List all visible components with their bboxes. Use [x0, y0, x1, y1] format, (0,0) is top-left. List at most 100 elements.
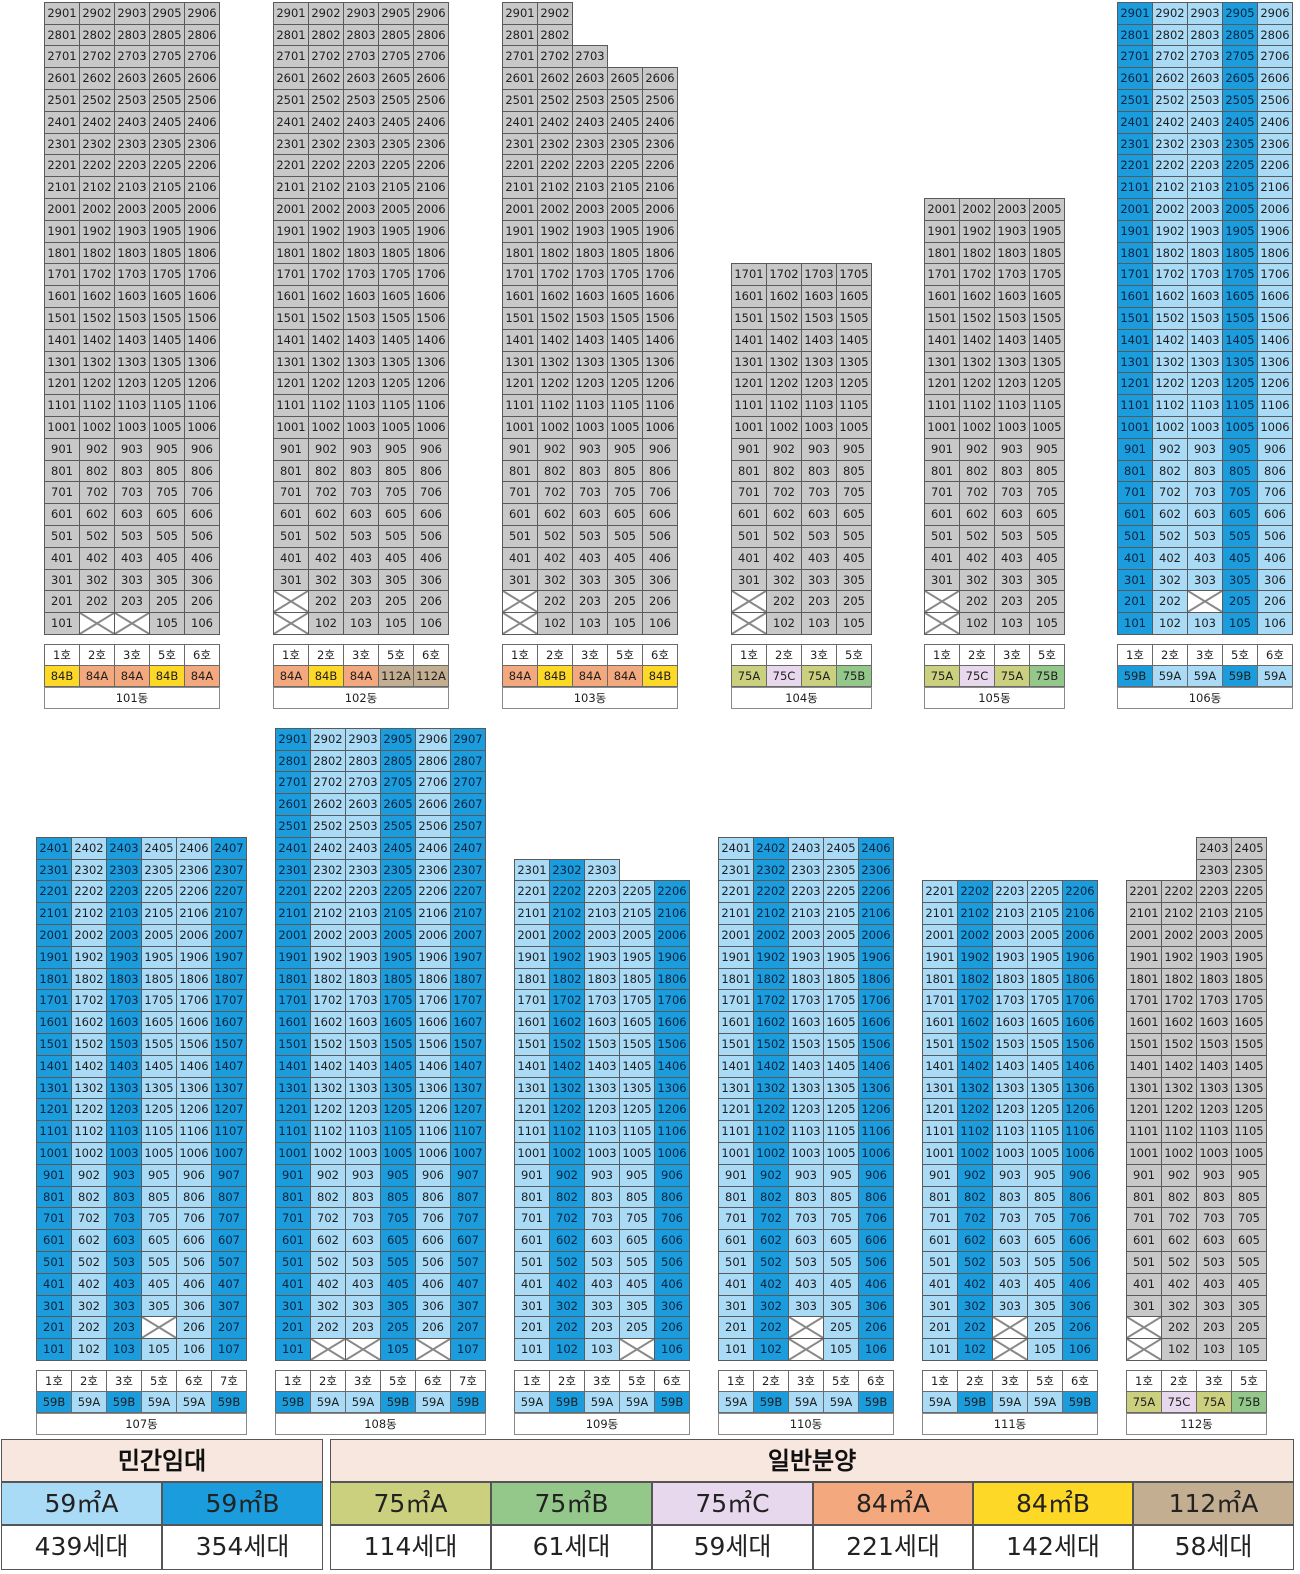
unit-cell: 1501	[924, 307, 960, 330]
unit-cell: 1202	[957, 1098, 993, 1122]
unit-cell: 706	[1062, 1207, 1098, 1231]
unit-cell: 901	[273, 437, 309, 461]
unit-cell: 2903	[114, 1, 150, 25]
unit-cell: 1706	[184, 263, 220, 287]
unit-cell: 1103	[114, 394, 150, 417]
unit-cell: 806	[858, 1185, 894, 1209]
unit-cell: 1206	[1062, 1098, 1098, 1122]
unit-cell: 2207	[211, 880, 247, 904]
unit-cell: 1503	[992, 1033, 1028, 1056]
unit-cell: 1006	[858, 1142, 894, 1165]
unit-cell: 1902	[959, 219, 995, 243]
unit-cell: 1305	[1027, 1076, 1063, 1100]
unit-cell: 1606	[642, 285, 678, 308]
unit-cell: 1405	[607, 328, 643, 352]
unit-cell: 2001	[718, 924, 754, 947]
unit-cell: 702	[959, 481, 995, 505]
unit-cell: 1403	[788, 1054, 824, 1078]
unit-cell-empty	[114, 612, 150, 635]
unit-cell: 1402	[957, 1054, 993, 1078]
unit-cell: 1602	[959, 285, 995, 308]
unit-cell: 1105	[149, 394, 185, 417]
unit-cell: 703	[788, 1207, 824, 1231]
unit-cell: 503	[345, 1251, 381, 1274]
building-name: 105동	[924, 687, 1065, 709]
unit-cell: 1101	[731, 394, 767, 417]
unit-cell: 1302	[957, 1076, 993, 1100]
unit-cell: 2305	[823, 858, 859, 882]
unit-cell: 1006	[1062, 1142, 1098, 1165]
unit-cell: 2005	[141, 924, 177, 947]
unit-cell: 102	[537, 612, 573, 635]
unit-cell: 1602	[753, 1011, 789, 1034]
unit-cell: 1306	[415, 1076, 451, 1100]
unit-cell: 2301	[514, 858, 550, 882]
unit-cell: 1602	[766, 285, 802, 308]
unit-cell: 2303	[1187, 132, 1223, 156]
unit-cell: 1903	[572, 219, 608, 243]
unit-cell: 1801	[924, 241, 960, 265]
unit-cell: 1806	[642, 241, 678, 265]
unit-cell: 1201	[922, 1098, 958, 1122]
unit-cell: 1705	[823, 989, 859, 1013]
unit-cell: 2905	[1222, 1, 1258, 25]
unit-cell: 1901	[1126, 945, 1162, 969]
unit-cell: 901	[718, 1163, 754, 1187]
unit-cell: 1302	[1161, 1076, 1197, 1100]
unit-cell: 603	[801, 503, 837, 526]
unit-cell: 1303	[114, 350, 150, 374]
unit-cell: 403	[801, 546, 837, 570]
unit-cell: 1002	[71, 1142, 107, 1165]
unit-type-label: 59A	[345, 1391, 381, 1413]
unit-cell: 2902	[537, 1, 573, 25]
unit-cell: 1603	[994, 285, 1030, 308]
unit-cell: 2101	[718, 902, 754, 925]
unit-cell-empty	[731, 612, 767, 635]
unit-cell: 2106	[642, 176, 678, 199]
unit-cell: 805	[836, 459, 872, 483]
unit-cell: 2206	[413, 154, 449, 178]
unit-cell: 407	[450, 1272, 486, 1296]
unit-cell: 1106	[184, 394, 220, 417]
unit-cell: 2103	[584, 902, 620, 925]
unit-cell: 2203	[343, 154, 379, 178]
unit-cell: 2206	[176, 880, 212, 904]
unit-cell: 1901	[44, 219, 80, 243]
unit-cell: 103	[343, 612, 379, 635]
unit-cell: 805	[1231, 1185, 1267, 1209]
unit-cell: 302	[766, 568, 802, 592]
unit-cell: 1203	[106, 1098, 142, 1122]
unit-cell: 1805	[141, 967, 177, 991]
unit-cell: 206	[1257, 590, 1293, 614]
unit-cell: 303	[994, 568, 1030, 592]
unit-cell: 2201	[1117, 154, 1153, 178]
unit-cell: 1403	[994, 328, 1030, 352]
unit-cell: 902	[537, 437, 573, 461]
unit-cell: 803	[788, 1185, 824, 1209]
unit-cell: 406	[176, 1272, 212, 1296]
unit-cell: 1002	[537, 416, 573, 439]
unit-cell: 1802	[537, 241, 573, 265]
unit-cell: 802	[537, 459, 573, 483]
unit-cell: 901	[36, 1163, 72, 1187]
unit-cell: 806	[415, 1185, 451, 1209]
unit-cell: 1206	[858, 1098, 894, 1122]
unit-cell: 1601	[36, 1011, 72, 1034]
unit-cell: 2406	[184, 110, 220, 134]
unit-cell: 901	[924, 437, 960, 461]
unit-cell: 401	[273, 546, 309, 570]
unit-cell: 1205	[823, 1098, 859, 1122]
unit-cell: 2403	[345, 836, 381, 860]
unit-cell: 803	[572, 459, 608, 483]
unit-type-label: 112A	[378, 665, 414, 687]
unit-cell: 1506	[413, 307, 449, 330]
unit-cell: 1606	[858, 1011, 894, 1034]
unit-cell: 507	[450, 1251, 486, 1274]
unit-cell: 2105	[619, 902, 655, 925]
unit-cell: 1601	[273, 285, 309, 308]
unit-cell: 1805	[1222, 241, 1258, 265]
unit-cell: 2003	[572, 198, 608, 221]
unit-cell: 2403	[114, 110, 150, 134]
unit-cell: 2607	[450, 793, 486, 816]
unit-cell: 206	[415, 1316, 451, 1340]
